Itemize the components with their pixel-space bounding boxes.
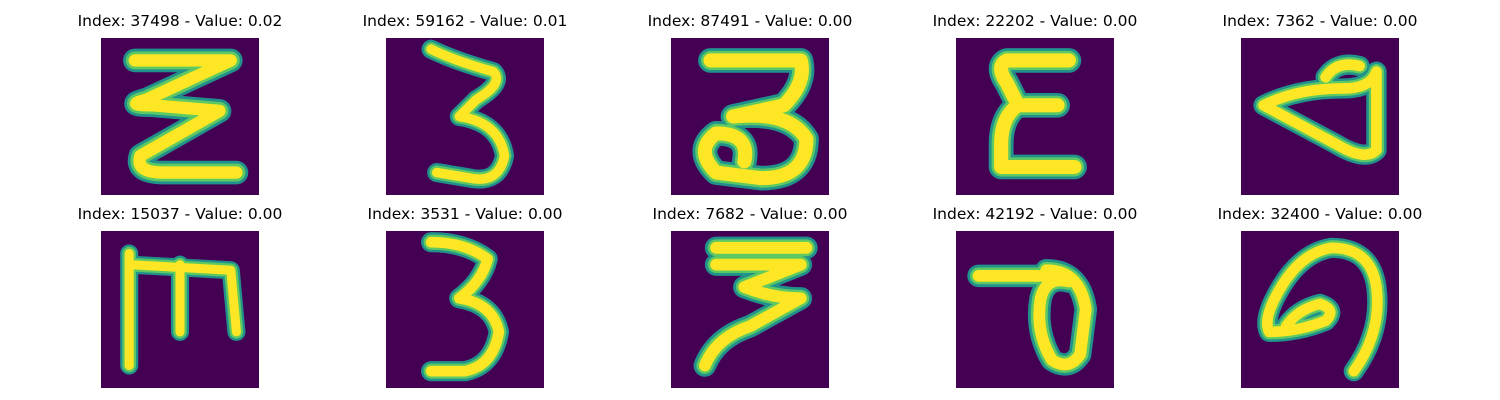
panel-5: Index: 7362 - Value: 0.00 <box>1190 12 1450 202</box>
digit-image <box>671 38 829 195</box>
panel-1: Index: 37498 - Value: 0.02 <box>50 12 310 202</box>
panel-title: Index: 32400 - Value: 0.00 <box>1217 205 1423 223</box>
panel-9: Index: 42192 - Value: 0.00 <box>905 205 1165 395</box>
panel-title: Index: 7362 - Value: 0.00 <box>1222 12 1418 30</box>
panel-title: Index: 15037 - Value: 0.00 <box>77 205 283 223</box>
panel-4: Index: 22202 - Value: 0.00 <box>905 12 1165 202</box>
panel-title: Index: 37498 - Value: 0.02 <box>77 12 283 30</box>
digit-image <box>101 231 259 388</box>
digit-image <box>101 38 259 195</box>
digit-image <box>1241 231 1399 388</box>
panel-3: Index: 87491 - Value: 0.00 <box>620 12 880 202</box>
panel-title: Index: 7682 - Value: 0.00 <box>652 205 848 223</box>
panel-8: Index: 7682 - Value: 0.00 <box>620 205 880 395</box>
panel-6: Index: 15037 - Value: 0.00 <box>50 205 310 395</box>
digit-image <box>1241 38 1399 195</box>
panel-title: Index: 87491 - Value: 0.00 <box>647 12 853 30</box>
digit-image <box>956 231 1114 388</box>
panel-title: Index: 3531 - Value: 0.00 <box>367 205 563 223</box>
digit-image <box>956 38 1114 195</box>
digit-image <box>386 231 544 388</box>
panel-title: Index: 42192 - Value: 0.00 <box>932 205 1138 223</box>
panel-title: Index: 22202 - Value: 0.00 <box>932 12 1138 30</box>
digit-image <box>386 38 544 195</box>
panel-7: Index: 3531 - Value: 0.00 <box>335 205 595 395</box>
digit-image <box>671 231 829 388</box>
panel-2: Index: 59162 - Value: 0.01 <box>335 12 595 202</box>
panel-title: Index: 59162 - Value: 0.01 <box>362 12 568 30</box>
panel-10: Index: 32400 - Value: 0.00 <box>1190 205 1450 395</box>
